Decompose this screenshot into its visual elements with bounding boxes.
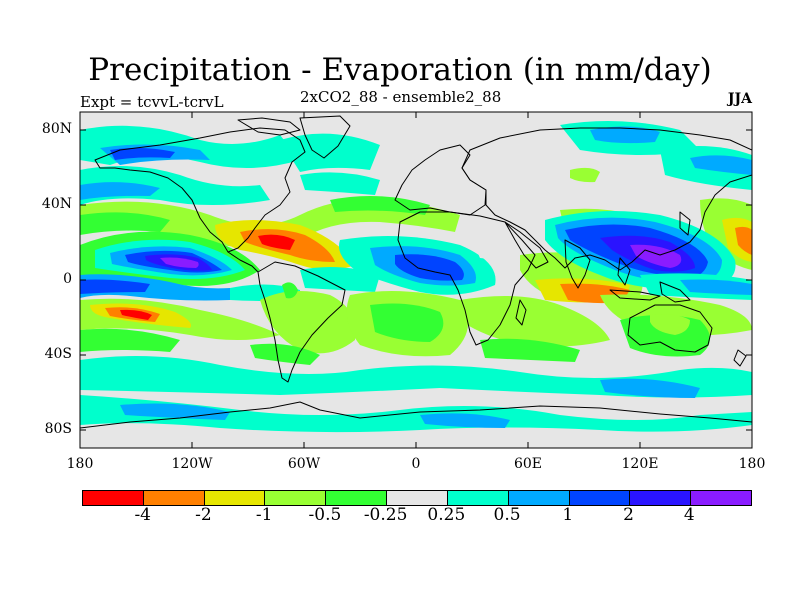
colorbar-label-2: -1 xyxy=(255,505,273,525)
colorbar-label-7: 1 xyxy=(562,505,574,525)
colorbar-swatch-0 xyxy=(83,491,144,505)
lon-label-0: 0 xyxy=(411,456,421,472)
lat-label-80n: 80N xyxy=(41,121,72,137)
run-label: 2xCO2_88 - ensemble2_88 xyxy=(300,88,502,106)
colorbar-label-5: 0.25 xyxy=(427,505,466,525)
colorbar-swatch-6 xyxy=(447,491,509,505)
lon-label-60e: 60E xyxy=(513,456,543,472)
coastlines xyxy=(80,115,752,429)
colorbar-label-4: -0.25 xyxy=(363,505,408,525)
lon-label-180e: 180 xyxy=(738,456,766,472)
colorbar xyxy=(82,490,752,506)
colorbar-label-0: -4 xyxy=(134,505,151,525)
lat-label-40s: 40S xyxy=(44,346,72,362)
colorbar-label-6: 0.5 xyxy=(493,505,521,525)
lat-label-40n: 40N xyxy=(41,196,72,212)
field-layer xyxy=(80,112,752,448)
axis-ticks xyxy=(80,112,752,448)
lon-label-60w: 60W xyxy=(287,456,321,472)
colorbar-swatch-9 xyxy=(630,491,692,505)
colorbar-swatch-10 xyxy=(691,491,751,505)
lat-label-0: 0 xyxy=(63,271,72,287)
colorbar-swatch-7 xyxy=(508,491,570,505)
lat-label-80s: 80S xyxy=(44,421,72,437)
colorbar-swatch-8 xyxy=(569,491,631,505)
colorbar-swatch-4 xyxy=(326,491,388,505)
colorbar-swatch-3 xyxy=(265,491,327,505)
lon-label-120e: 120E xyxy=(621,456,659,472)
colorbar-label-8: 2 xyxy=(623,505,634,525)
lon-label-180w: 180 xyxy=(66,456,94,472)
colorbar-label-1: -2 xyxy=(195,505,212,525)
season-label: JJA xyxy=(727,91,752,107)
lon-label-120w: 120W xyxy=(171,456,213,472)
experiment-label: Expt = tcvvL-tcrvL xyxy=(80,93,224,111)
map-title: Precipitation - Evaporation (in mm/day) xyxy=(88,52,712,88)
colorbar-label-3: -0.5 xyxy=(308,505,342,525)
colorbar-swatch-2 xyxy=(204,491,266,505)
colorbar-swatch-5 xyxy=(387,491,448,505)
colorbar-swatch-1 xyxy=(143,491,205,505)
colorbar-label-9: 4 xyxy=(683,505,695,525)
